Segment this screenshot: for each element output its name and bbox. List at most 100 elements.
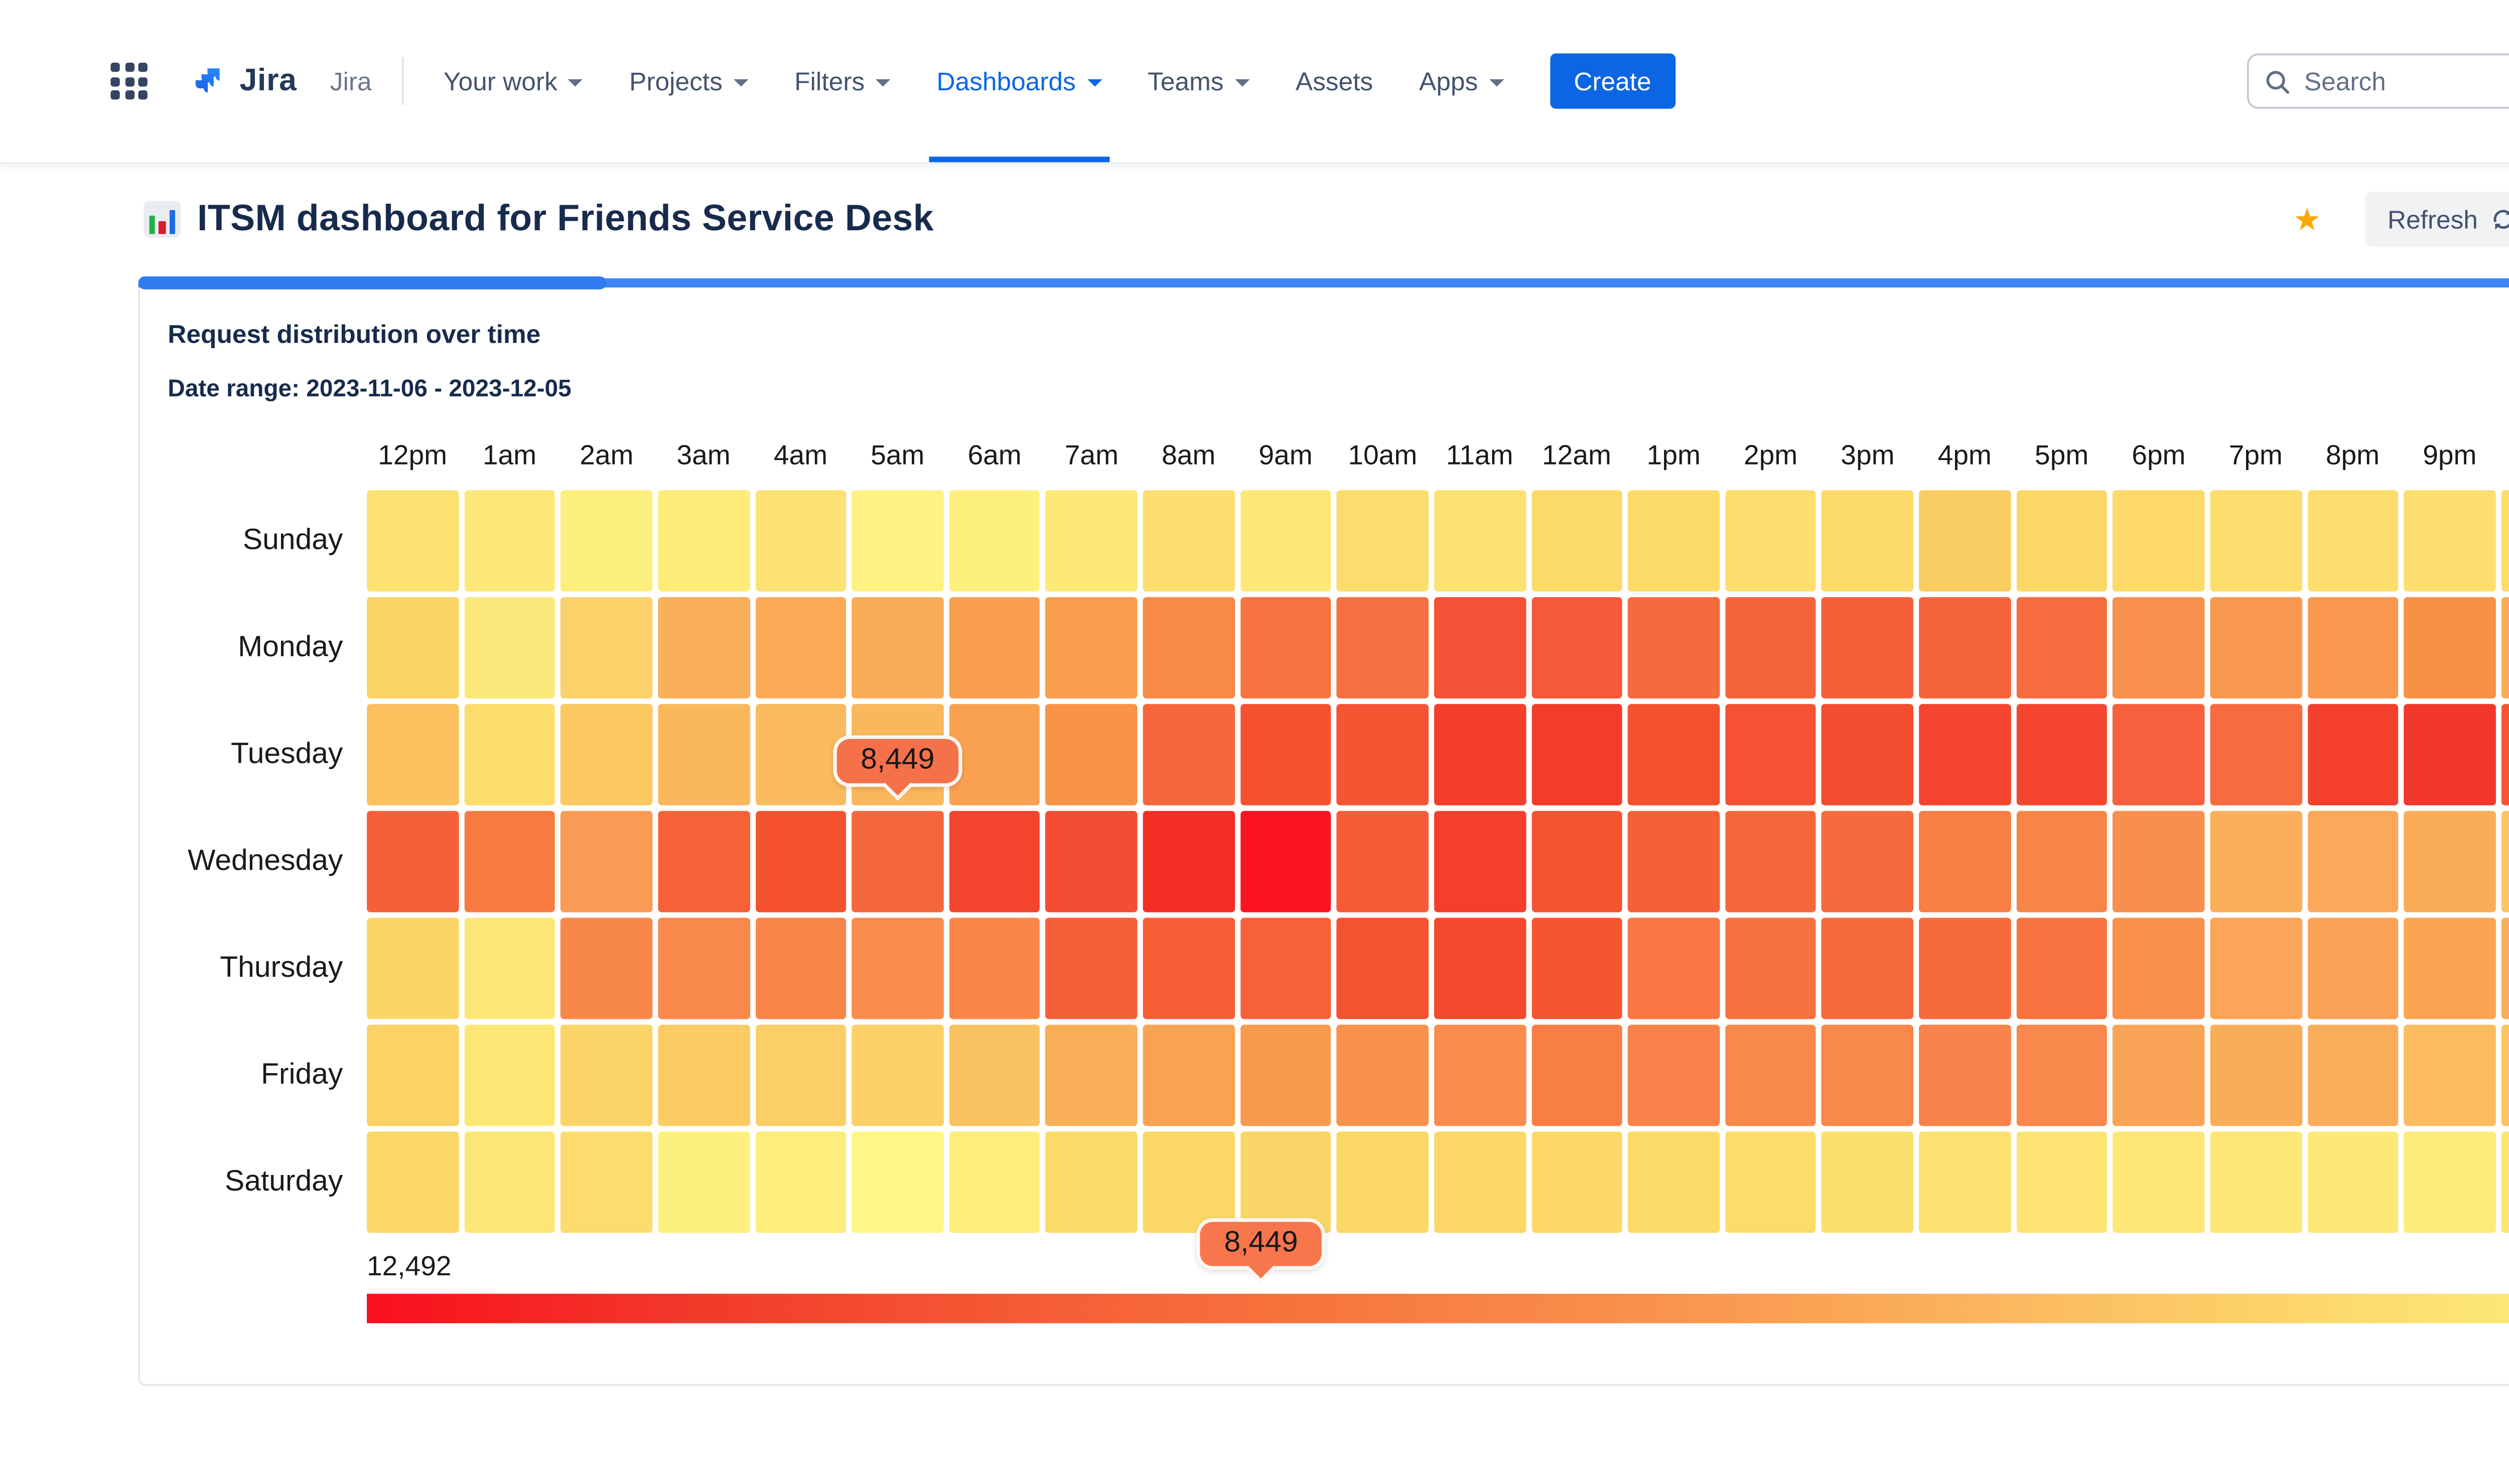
heatmap-cell-thursday-3pm[interactable] [1822, 918, 1914, 1019]
heatmap-cell-tuesday-8am[interactable] [1143, 704, 1234, 806]
heatmap-cell-sunday-8am[interactable] [1143, 490, 1234, 592]
heatmap-cell-friday-8pm[interactable] [2307, 1024, 2399, 1126]
heatmap-cell-saturday-12pm[interactable] [367, 1131, 459, 1233]
heatmap-cell-saturday-2am[interactable] [561, 1131, 652, 1233]
heatmap-cell-wednesday-5pm[interactable] [2016, 811, 2108, 913]
heatmap-cell-tuesday-4pm[interactable] [1919, 704, 2011, 806]
heatmap-cell-saturday-7am[interactable] [1046, 1131, 1138, 1233]
heatmap-cell-monday-1pm[interactable] [1628, 597, 1720, 699]
heatmap-cell-wednesday-12am[interactable] [1530, 811, 1623, 913]
heatmap-cell-wednesday-6pm[interactable] [2113, 811, 2205, 913]
heatmap-cell-thursday-5am[interactable] [852, 918, 943, 1019]
heatmap-cell-tuesday-10pm[interactable] [2500, 704, 2509, 806]
heatmap-cell-saturday-6am[interactable] [948, 1131, 1041, 1233]
heatmap-cell-wednesday-9am[interactable] [1239, 811, 1332, 913]
heatmap-cell-thursday-10pm[interactable] [2500, 918, 2509, 1019]
heatmap-cell-sunday-6pm[interactable] [2113, 490, 2205, 592]
heatmap-cell-saturday-9pm[interactable] [2404, 1131, 2495, 1233]
heatmap-cell-sunday-7pm[interactable] [2210, 490, 2302, 592]
heatmap-cell-tuesday-2am[interactable] [561, 704, 652, 806]
heatmap-cell-monday-9am[interactable] [1239, 597, 1332, 699]
heatmap-cell-friday-7am[interactable] [1046, 1024, 1138, 1126]
heatmap-cell-friday-10am[interactable] [1337, 1024, 1429, 1126]
heatmap-cell-sunday-2am[interactable] [561, 490, 652, 592]
heatmap-cell-thursday-6am[interactable] [948, 918, 1041, 1019]
heatmap-cell-monday-11am[interactable] [1434, 597, 1525, 699]
heatmap-cell-thursday-11am[interactable] [1434, 918, 1525, 1019]
heatmap-cell-wednesday-4pm[interactable] [1919, 811, 2011, 913]
heatmap-cell-thursday-10am[interactable] [1337, 918, 1429, 1019]
heatmap-cell-sunday-5am[interactable] [852, 490, 943, 592]
heatmap-cell-thursday-1pm[interactable] [1628, 918, 1720, 1019]
heatmap-cell-monday-7am[interactable] [1046, 597, 1138, 699]
heatmap-cell-saturday-1pm[interactable] [1628, 1131, 1720, 1233]
heatmap-cell-tuesday-6am[interactable] [948, 704, 1041, 806]
heatmap-cell-monday-5am[interactable] [852, 597, 943, 699]
heatmap-cell-tuesday-9am[interactable] [1239, 704, 1332, 806]
heatmap-cell-friday-8am[interactable] [1143, 1024, 1234, 1126]
nav-item-projects[interactable]: Projects [622, 0, 756, 162]
heatmap-cell-saturday-1am[interactable] [464, 1131, 555, 1233]
heatmap-cell-tuesday-4am[interactable] [755, 704, 847, 806]
heatmap-cell-monday-6pm[interactable] [2113, 597, 2205, 699]
heatmap-cell-sunday-3am[interactable] [657, 490, 750, 592]
heatmap-cell-wednesday-9pm[interactable] [2404, 811, 2495, 913]
heatmap-cell-monday-4pm[interactable] [1919, 597, 2011, 699]
heatmap-cell-monday-4am[interactable] [755, 597, 847, 699]
heatmap-cell-sunday-4pm[interactable] [1919, 490, 2011, 592]
heatmap-cell-tuesday-2pm[interactable] [1725, 704, 1817, 806]
heatmap-cell-monday-8pm[interactable] [2307, 597, 2399, 699]
heatmap-cell-sunday-10pm[interactable] [2500, 490, 2509, 592]
heatmap-cell-sunday-4am[interactable] [755, 490, 847, 592]
nav-item-assets[interactable]: Assets [1288, 0, 1380, 162]
heatmap-cell-thursday-2am[interactable] [561, 918, 652, 1019]
heatmap-cell-friday-7pm[interactable] [2210, 1024, 2302, 1126]
app-switcher-icon[interactable] [110, 62, 148, 100]
heatmap-cell-thursday-5pm[interactable] [2016, 918, 2108, 1019]
heatmap-cell-wednesday-11am[interactable] [1434, 811, 1525, 913]
heatmap-cell-friday-2am[interactable] [561, 1024, 652, 1126]
heatmap-cell-monday-3pm[interactable] [1822, 597, 1914, 699]
heatmap-cell-thursday-4pm[interactable] [1919, 918, 2011, 1019]
heatmap-cell-sunday-9am[interactable] [1239, 490, 1332, 592]
heatmap-cell-monday-10pm[interactable] [2500, 597, 2509, 699]
heatmap-cell-monday-12am[interactable] [1530, 597, 1623, 699]
heatmap-cell-friday-10pm[interactable] [2500, 1024, 2509, 1126]
heatmap-cell-wednesday-5am[interactable] [852, 811, 943, 913]
heatmap-cell-thursday-12pm[interactable] [367, 918, 459, 1019]
heatmap-cell-monday-10am[interactable] [1337, 597, 1429, 699]
heatmap-cell-tuesday-8pm[interactable] [2307, 704, 2399, 806]
heatmap-cell-wednesday-3pm[interactable] [1822, 811, 1914, 913]
nav-item-teams[interactable]: Teams [1140, 0, 1257, 162]
heatmap-cell-tuesday-7am[interactable] [1046, 704, 1138, 806]
heatmap-cell-monday-2am[interactable] [561, 597, 652, 699]
heatmap-cell-friday-1am[interactable] [464, 1024, 555, 1126]
heatmap-cell-wednesday-7pm[interactable] [2210, 811, 2302, 913]
heatmap-cell-tuesday-5pm[interactable] [2016, 704, 2108, 806]
heatmap-cell-monday-2pm[interactable] [1725, 597, 1817, 699]
heatmap-cell-thursday-3am[interactable] [657, 918, 750, 1019]
nav-item-your-work[interactable]: Your work [436, 0, 591, 162]
heatmap-cell-friday-9am[interactable] [1239, 1024, 1332, 1126]
heatmap-cell-saturday-5am[interactable] [852, 1131, 943, 1233]
heatmap-cell-sunday-6am[interactable] [948, 490, 1041, 592]
heatmap-cell-monday-7pm[interactable] [2210, 597, 2302, 699]
heatmap-cell-thursday-2pm[interactable] [1725, 918, 1817, 1019]
search-input[interactable] [2304, 66, 2509, 96]
heatmap-cell-saturday-8pm[interactable] [2307, 1131, 2399, 1233]
heatmap-cell-wednesday-2am[interactable] [561, 811, 652, 913]
heatmap-cell-thursday-1am[interactable] [464, 918, 555, 1019]
refresh-button[interactable]: Refresh [2365, 192, 2509, 247]
heatmap-cell-tuesday-3pm[interactable] [1822, 704, 1914, 806]
heatmap-cell-wednesday-8pm[interactable] [2307, 811, 2399, 913]
heatmap-cell-tuesday-12am[interactable] [1530, 704, 1623, 806]
heatmap-cell-sunday-5pm[interactable] [2016, 490, 2108, 592]
heatmap-cell-thursday-6pm[interactable] [2113, 918, 2205, 1019]
heatmap-cell-friday-6pm[interactable] [2113, 1024, 2205, 1126]
heatmap-cell-sunday-12pm[interactable] [367, 490, 459, 592]
heatmap-cell-friday-9pm[interactable] [2404, 1024, 2495, 1126]
heatmap-cell-saturday-9am[interactable] [1239, 1131, 1332, 1233]
heatmap-cell-friday-2pm[interactable] [1725, 1024, 1817, 1126]
heatmap-cell-thursday-9am[interactable] [1239, 918, 1332, 1019]
heatmap-cell-saturday-7pm[interactable] [2210, 1131, 2302, 1233]
